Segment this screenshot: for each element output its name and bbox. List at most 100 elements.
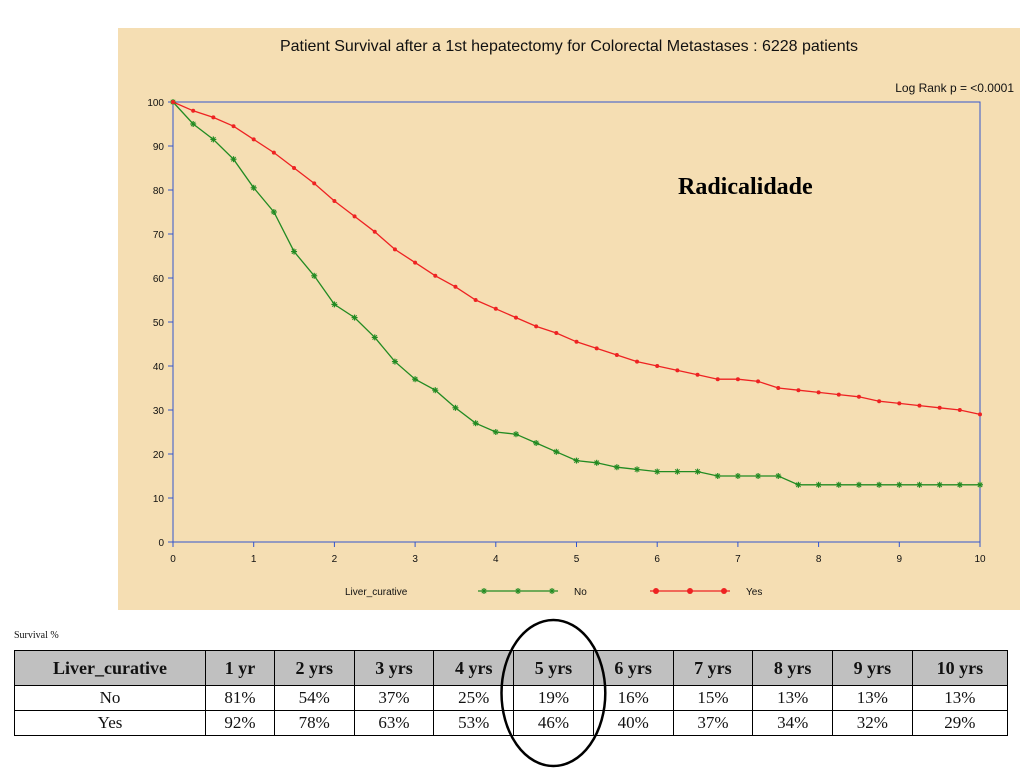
- data-point-no: [795, 481, 802, 488]
- table-cell: 40%: [592, 710, 674, 736]
- survival-table: Liver_curative 1 yr 2 yrs 3 yrs 4 yrs 5 …: [14, 650, 1009, 736]
- data-point-yes: [534, 324, 539, 329]
- data-point-no: [815, 481, 822, 488]
- data-point-yes: [332, 199, 337, 203]
- series-line-yes: [172, 101, 981, 416]
- table-cell: 15%: [672, 685, 754, 711]
- y-tick-label: 80: [153, 186, 165, 197]
- y-tick-label: 70: [153, 230, 165, 241]
- data-point-no: [755, 473, 762, 479]
- legend-marker-no: [481, 588, 487, 594]
- table-cell: 37%: [353, 685, 435, 711]
- column-header: 9 yrs: [832, 650, 913, 686]
- log-rank-annotation: Log Rank p = <0.0001: [895, 81, 1014, 95]
- data-point-no: [775, 473, 782, 479]
- column-header: 2 yrs: [273, 650, 355, 686]
- y-tick-label: 60: [153, 274, 165, 285]
- legend-title: Liver_curative: [345, 587, 408, 598]
- data-point-no: [553, 448, 560, 455]
- data-point-yes: [877, 399, 882, 404]
- data-point-yes: [453, 284, 458, 289]
- legend-marker-no: [549, 588, 555, 594]
- table-cell: 81%: [205, 685, 275, 711]
- column-header: 3 yrs: [353, 650, 435, 686]
- table-cell: 34%: [752, 710, 834, 736]
- column-header: 5 yrs: [513, 650, 594, 686]
- data-point-yes: [191, 108, 196, 113]
- y-tick-label: 10: [153, 494, 165, 505]
- table-cell: 37%: [672, 710, 754, 736]
- data-point-no: [855, 481, 862, 488]
- x-tick-label: 7: [735, 554, 741, 565]
- x-tick-label: 10: [974, 554, 986, 565]
- data-point-no: [533, 440, 540, 446]
- column-header: 4 yrs: [433, 650, 515, 686]
- x-tick-label: 1: [251, 554, 257, 565]
- y-tick-label: 90: [153, 142, 165, 153]
- data-point-yes: [816, 390, 821, 395]
- data-point-no: [694, 468, 701, 475]
- data-point-yes: [756, 379, 761, 384]
- data-point-no: [734, 473, 741, 479]
- table-cell: 13%: [752, 685, 834, 711]
- data-point-yes: [292, 166, 297, 170]
- data-point-yes: [978, 412, 982, 417]
- data-point-yes: [251, 137, 256, 142]
- data-point-yes: [715, 377, 720, 382]
- column-header: 6 yrs: [592, 650, 674, 686]
- table-cell: 53%: [433, 710, 515, 736]
- data-point-no: [452, 404, 459, 411]
- plot-area: 0 10 20 30 40 50 60 70 80 90 100 0 1 2 3 4 5 6 7 8 9 10: [147, 98, 986, 565]
- data-point-yes: [513, 315, 518, 320]
- data-point-yes: [554, 331, 559, 335]
- table-cell: 54%: [273, 685, 355, 711]
- table-cell: 13%: [832, 685, 913, 711]
- data-point-yes: [796, 388, 801, 393]
- data-point-no: [674, 468, 681, 475]
- data-point-yes: [352, 214, 357, 219]
- data-point-no: [634, 466, 641, 473]
- data-point-yes: [957, 408, 962, 412]
- column-header: 10 yrs: [911, 650, 1009, 686]
- table-row: No 81% 54% 37% 25% 19% 16% 15% 13% 13% 1…: [14, 685, 1009, 711]
- legend-label-no: No: [574, 587, 587, 598]
- table-cell: 32%: [832, 710, 913, 736]
- data-point-yes: [897, 401, 902, 406]
- table-cell: 29%: [911, 710, 1009, 736]
- legend-label-yes: Yes: [746, 587, 762, 598]
- table-cell: 13%: [911, 685, 1009, 711]
- y-tick-label: 40: [153, 362, 165, 373]
- column-header: 7 yrs: [672, 650, 754, 686]
- legend-marker-no: [515, 588, 521, 594]
- data-point-no: [896, 481, 903, 488]
- data-point-no: [654, 468, 661, 475]
- data-point-yes: [776, 386, 781, 390]
- data-point-yes: [473, 298, 478, 302]
- data-point-no: [291, 248, 298, 255]
- data-point-no: [432, 387, 439, 394]
- data-point-yes: [675, 368, 680, 373]
- data-point-yes: [372, 229, 377, 234]
- table-row: Yes 92% 78% 63% 53% 46% 40% 37% 34% 32% …: [14, 710, 1009, 736]
- survival-chart: Patient Survival after a 1st hepatectomy…: [147, 38, 1014, 598]
- data-point-no: [472, 420, 479, 427]
- data-point-yes: [413, 260, 418, 265]
- x-tick-label: 6: [654, 554, 660, 565]
- data-point-yes: [695, 372, 700, 377]
- data-point-no: [573, 457, 580, 464]
- data-point-no: [512, 431, 519, 438]
- data-point-no: [714, 473, 721, 479]
- data-point-yes: [574, 339, 579, 344]
- data-point-yes: [655, 364, 660, 368]
- data-point-no: [492, 429, 499, 435]
- data-point-yes: [211, 115, 216, 120]
- y-tick-label: 0: [158, 538, 164, 549]
- x-tick-label: 5: [574, 554, 580, 565]
- data-point-yes: [433, 273, 438, 278]
- data-point-no: [613, 464, 620, 471]
- legend-marker-yes: [687, 588, 693, 594]
- data-point-no: [270, 209, 277, 215]
- data-point-no: [956, 481, 963, 488]
- y-tick-label: 50: [153, 318, 165, 329]
- table-cell: 78%: [273, 710, 355, 736]
